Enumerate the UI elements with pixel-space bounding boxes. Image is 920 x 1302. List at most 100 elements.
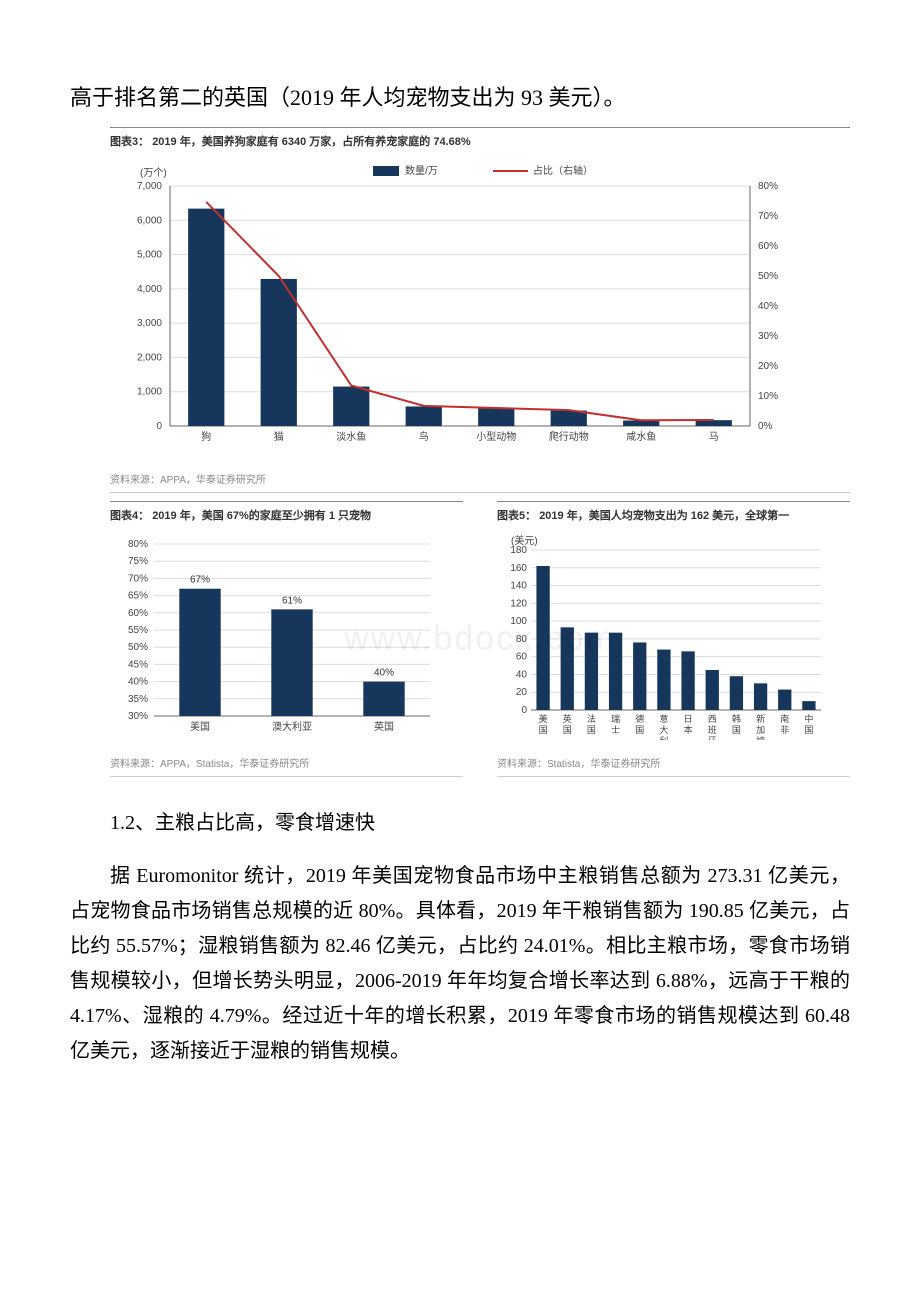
svg-text:80%: 80% (758, 181, 778, 192)
svg-text:35%: 35% (128, 694, 148, 705)
svg-text:猫: 猫 (274, 430, 284, 443)
svg-text:75%: 75% (128, 556, 148, 567)
svg-text:新: 新 (756, 713, 765, 724)
svg-text:美国: 美国 (190, 720, 210, 733)
svg-text:6,000: 6,000 (137, 215, 162, 226)
chart3-block: 图表3： 2019 年，美国养狗家庭有 6340 万家，占所有养宠家庭的 74.… (110, 127, 850, 493)
svg-text:英: 英 (563, 713, 572, 724)
svg-text:10%: 10% (758, 391, 778, 402)
section-heading: 1.2、主粮占比高，零食增速快 (70, 805, 850, 841)
svg-text:西: 西 (708, 714, 717, 724)
svg-text:40%: 40% (758, 301, 778, 312)
chart5-title: 图表5： 2019 年，美国人均宠物支出为 162 美元，全球第一 (497, 510, 789, 522)
svg-text:英国: 英国 (374, 720, 394, 733)
svg-text:国: 国 (804, 725, 813, 735)
chart4-title: 图表4： 2019 年，美国 67%的家庭至少拥有 1 只宠物 (110, 510, 371, 522)
svg-text:5,000: 5,000 (137, 250, 162, 261)
svg-text:4,000: 4,000 (137, 284, 162, 295)
chart3-title: 图表3： 2019 年，美国养狗家庭有 6340 万家，占所有养宠家庭的 74.… (110, 136, 471, 148)
svg-text:55%: 55% (128, 625, 148, 636)
chart3-title-label: 图表3： (110, 136, 149, 148)
svg-text:美: 美 (539, 713, 548, 724)
chart5-title-label: 图表5： (497, 510, 536, 522)
svg-text:50%: 50% (758, 271, 778, 282)
svg-text:(美元): (美元) (511, 534, 538, 547)
svg-text:韩: 韩 (732, 713, 741, 724)
svg-text:澳大利亚: 澳大利亚 (272, 720, 312, 733)
svg-text:(万个): (万个) (140, 167, 167, 179)
svg-text:本: 本 (684, 724, 693, 735)
svg-text:61%: 61% (282, 596, 302, 607)
chart4-title-text: 2019 年，美国 67%的家庭至少拥有 1 只宠物 (152, 510, 371, 522)
svg-text:马: 马 (709, 431, 719, 443)
svg-text:非: 非 (780, 724, 789, 735)
svg-text:30%: 30% (128, 711, 148, 722)
svg-text:40%: 40% (128, 677, 148, 688)
svg-text:小型动物: 小型动物 (476, 430, 516, 443)
svg-text:140: 140 (510, 581, 527, 592)
chart4-block: 图表4： 2019 年，美国 67%的家庭至少拥有 1 只宠物 30% 35% 40… (110, 501, 463, 777)
svg-text:2,000: 2,000 (137, 353, 162, 364)
svg-text:国: 国 (587, 725, 596, 735)
svg-text:65%: 65% (128, 591, 148, 602)
svg-text:67%: 67% (190, 575, 210, 586)
svg-text:160: 160 (510, 563, 527, 574)
svg-text:3,000: 3,000 (137, 318, 162, 329)
intro-sentence: 高于排名第二的英国（2019 年人均宠物支出为 93 美元）。 (70, 80, 850, 115)
chart5-source: 资料来源：Statista，华泰证券研究所 (497, 745, 850, 777)
svg-text:国: 国 (635, 725, 644, 735)
chart4-source: 资料来源：APPA，Statista，华泰证券研究所 (110, 745, 463, 777)
svg-text:60%: 60% (758, 241, 778, 252)
svg-text:班: 班 (708, 724, 717, 735)
svg-text:中: 中 (804, 713, 813, 724)
svg-text:80: 80 (516, 634, 528, 645)
svg-text:加: 加 (756, 725, 765, 735)
svg-text:40%: 40% (374, 668, 394, 679)
svg-text:咸水鱼: 咸水鱼 (626, 430, 656, 443)
svg-text:数量/万: 数量/万 (405, 164, 438, 177)
svg-text:士: 士 (611, 724, 620, 735)
svg-text:鸟: 鸟 (419, 430, 429, 443)
svg-text:0: 0 (521, 705, 527, 716)
svg-text:0%: 0% (758, 421, 773, 432)
svg-text:国: 国 (563, 725, 572, 735)
chart3-source: 资料来源：APPA，华泰证券研究所 (110, 461, 850, 493)
svg-text:30%: 30% (758, 331, 778, 342)
body-paragraph: 据 Euromonitor 统计，2019 年美国宠物食品市场中主粮销售总额为 … (70, 859, 850, 1069)
svg-text:日: 日 (684, 714, 693, 724)
svg-text:40: 40 (516, 670, 528, 681)
svg-text:瑞: 瑞 (611, 713, 620, 724)
svg-text:1,000: 1,000 (137, 387, 162, 398)
svg-text:爬行动物: 爬行动物 (549, 430, 589, 443)
svg-text:70%: 70% (128, 574, 148, 585)
charts-4-5-row: 图表4： 2019 年，美国 67%的家庭至少拥有 1 只宠物 30% 35% 40… (110, 501, 850, 777)
chart5-title-row: 图表5： 2019 年，美国人均宠物支出为 162 美元，全球第一 (497, 501, 850, 530)
chart3-plot: 01,0002,0003,0004,0005,0006,0007,0000%10… (110, 156, 850, 461)
svg-text:牙: 牙 (708, 736, 717, 740)
svg-text:7,000: 7,000 (137, 181, 162, 192)
svg-text:国: 国 (732, 725, 741, 735)
svg-text:大: 大 (659, 724, 668, 735)
chart4-plot: 30%35%40%45%50%55%60%65%70%75%80%美国67%澳大… (110, 530, 463, 745)
chart4-title-row: 图表4： 2019 年，美国 67%的家庭至少拥有 1 只宠物 (110, 501, 463, 530)
svg-text:70%: 70% (758, 211, 778, 222)
svg-text:狗: 狗 (201, 430, 211, 443)
svg-text:100: 100 (510, 616, 527, 627)
svg-text:南: 南 (780, 713, 789, 724)
svg-text:50%: 50% (128, 642, 148, 653)
svg-text:淡水鱼: 淡水鱼 (336, 430, 366, 443)
svg-text:60: 60 (516, 652, 528, 663)
chart5-plot: 020406080100120140160180(美元)美国英国法国瑞士德国意大… (497, 530, 850, 745)
svg-text:80%: 80% (128, 539, 148, 550)
svg-text:占比（右轴）: 占比（右轴） (533, 164, 593, 177)
svg-text:20: 20 (516, 687, 528, 698)
chart5-title-text: 2019 年，美国人均宠物支出为 162 美元，全球第一 (539, 510, 789, 522)
svg-text:20%: 20% (758, 361, 778, 372)
chart3-title-text: 2019 年，美国养狗家庭有 6340 万家，占所有养宠家庭的 74.68% (152, 136, 470, 148)
chart4-title-label: 图表4： (110, 510, 149, 522)
svg-text:意: 意 (659, 713, 668, 724)
svg-text:120: 120 (510, 599, 527, 610)
svg-text:利: 利 (659, 735, 668, 740)
svg-text:法: 法 (587, 713, 596, 724)
svg-text:45%: 45% (128, 660, 148, 671)
